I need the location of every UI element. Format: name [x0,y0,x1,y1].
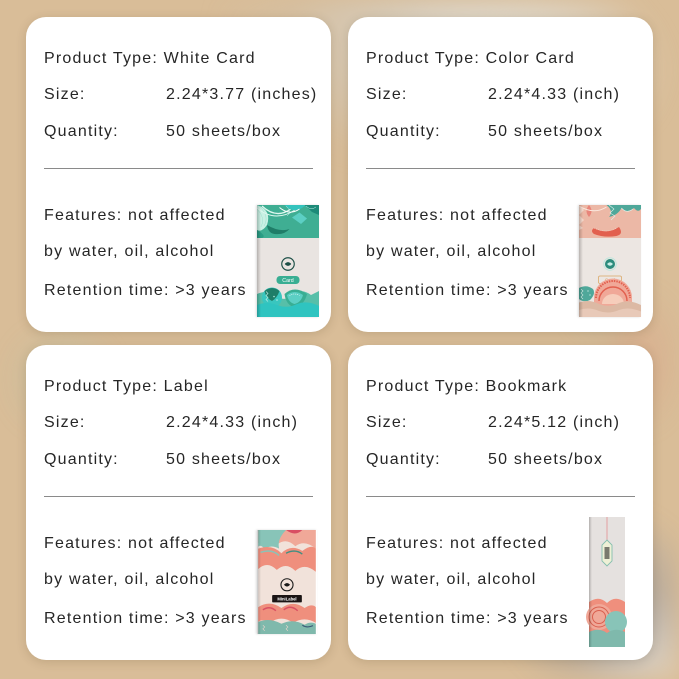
svg-text:MiniLabel: MiniLabel [277,597,296,602]
svg-text:Card: Card [282,278,293,284]
